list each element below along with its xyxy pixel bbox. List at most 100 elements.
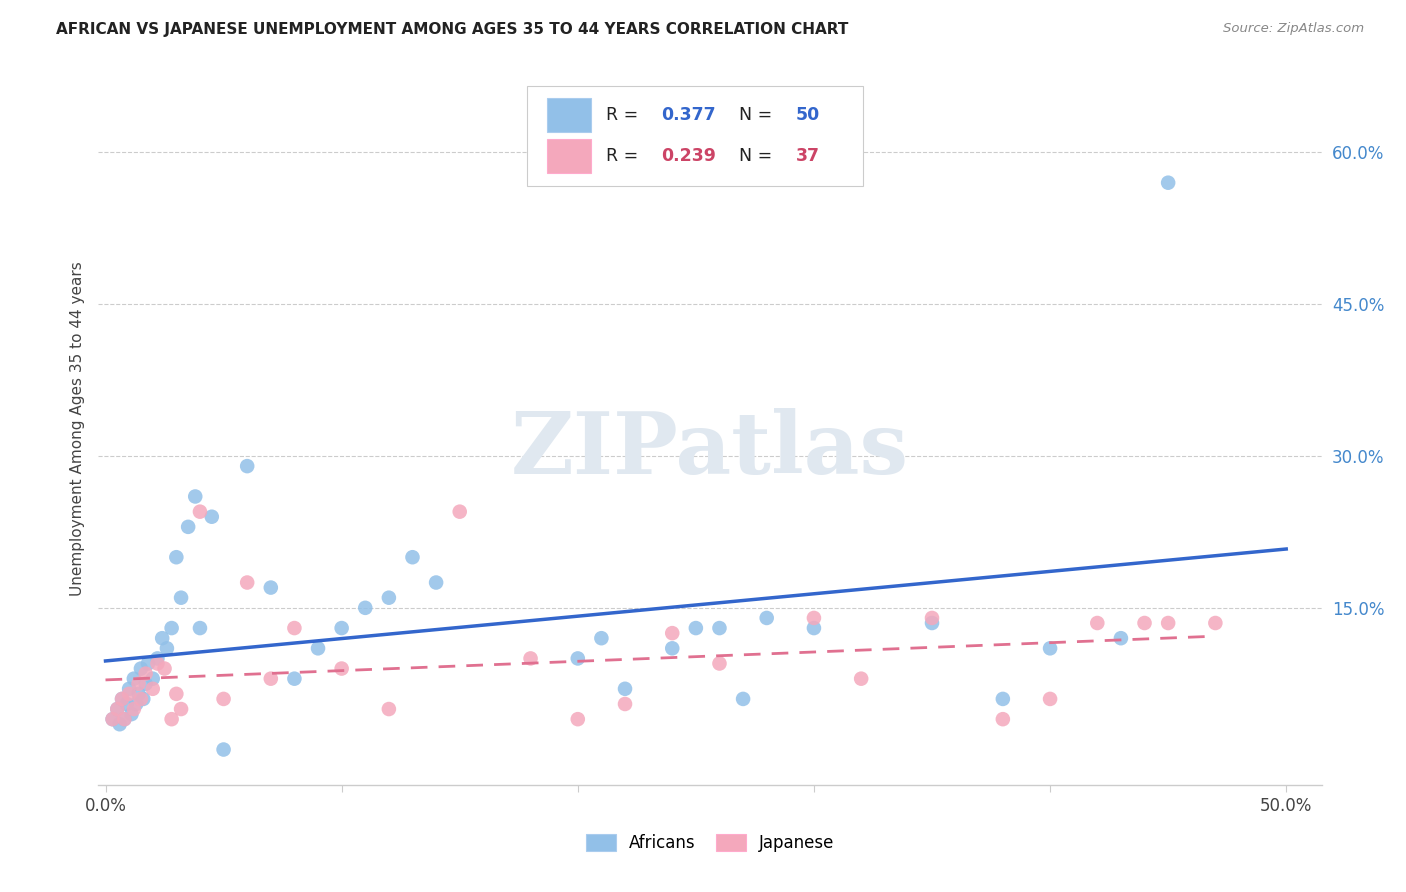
Point	[260, 581, 283, 595]
Point	[1039, 641, 1062, 656]
Point	[1109, 631, 1132, 645]
Point	[184, 490, 207, 504]
Point	[125, 697, 148, 711]
Point	[136, 657, 159, 671]
Y-axis label: Unemployment Among Ages 35 to 44 years: Unemployment Among Ages 35 to 44 years	[69, 260, 84, 596]
Point	[212, 742, 235, 756]
Text: 37: 37	[796, 147, 820, 165]
Point	[236, 575, 259, 590]
Legend: Africans, Japanese: Africans, Japanese	[579, 827, 841, 859]
Point	[128, 677, 150, 691]
Point	[803, 611, 825, 625]
Point	[755, 611, 778, 625]
Point	[201, 509, 224, 524]
Point	[1157, 176, 1180, 190]
Point	[212, 692, 235, 706]
Point	[1157, 615, 1180, 630]
Point	[156, 641, 179, 656]
Point	[101, 712, 124, 726]
Point	[129, 662, 152, 676]
Point	[188, 621, 211, 635]
Point	[614, 697, 637, 711]
Point	[170, 702, 193, 716]
Point	[661, 641, 683, 656]
Text: N =: N =	[728, 106, 778, 124]
Point	[378, 702, 401, 716]
Point	[425, 575, 447, 590]
Point	[105, 702, 128, 716]
Point	[129, 692, 152, 706]
Point	[105, 702, 128, 716]
Bar	[547, 139, 592, 173]
Text: R =: R =	[606, 106, 644, 124]
Point	[803, 621, 825, 635]
Point	[142, 681, 165, 696]
Point	[991, 712, 1014, 726]
Point	[307, 641, 329, 656]
Point	[661, 626, 683, 640]
Point	[354, 600, 377, 615]
Point	[111, 692, 134, 706]
Point	[1085, 615, 1108, 630]
Point	[330, 662, 353, 676]
Point	[567, 651, 589, 665]
Point	[849, 672, 872, 686]
Point	[685, 621, 707, 635]
Point	[115, 697, 138, 711]
Point	[188, 505, 211, 519]
Point	[1039, 692, 1062, 706]
Point	[170, 591, 193, 605]
Bar	[547, 98, 592, 132]
Point	[160, 712, 183, 726]
Point	[122, 702, 145, 716]
Point	[283, 672, 305, 686]
Text: Source: ZipAtlas.com: Source: ZipAtlas.com	[1223, 22, 1364, 36]
Point	[330, 621, 353, 635]
Text: R =: R =	[606, 147, 644, 165]
Point	[146, 657, 169, 671]
Point	[567, 712, 589, 726]
Point	[177, 520, 200, 534]
Point	[449, 505, 471, 519]
Point	[142, 672, 165, 686]
Point	[921, 611, 943, 625]
Point	[519, 651, 541, 665]
Point	[121, 707, 143, 722]
Text: 0.377: 0.377	[661, 106, 716, 124]
Point	[150, 631, 173, 645]
Point	[111, 692, 134, 706]
Point	[991, 692, 1014, 706]
Point	[146, 651, 169, 665]
Point	[165, 687, 187, 701]
Text: AFRICAN VS JAPANESE UNEMPLOYMENT AMONG AGES 35 TO 44 YEARS CORRELATION CHART: AFRICAN VS JAPANESE UNEMPLOYMENT AMONG A…	[56, 22, 849, 37]
Text: 0.239: 0.239	[661, 147, 716, 165]
Point	[591, 631, 613, 645]
Point	[160, 621, 183, 635]
Point	[165, 550, 187, 565]
Point	[153, 662, 176, 676]
Point	[401, 550, 423, 565]
Point	[260, 672, 283, 686]
Point	[108, 717, 131, 731]
Point	[135, 677, 157, 691]
Point	[122, 672, 145, 686]
Point	[132, 692, 155, 706]
Point	[118, 681, 141, 696]
Text: 50: 50	[796, 106, 820, 124]
Point	[128, 687, 150, 701]
Point	[135, 666, 157, 681]
Point	[733, 692, 755, 706]
Point	[709, 621, 731, 635]
Text: ZIPatlas: ZIPatlas	[510, 408, 910, 491]
Point	[1133, 615, 1156, 630]
Point	[112, 712, 135, 726]
Point	[283, 621, 305, 635]
Point	[1204, 615, 1226, 630]
Point	[921, 615, 943, 630]
Point	[378, 591, 401, 605]
Point	[614, 681, 637, 696]
Point	[101, 712, 124, 726]
FancyBboxPatch shape	[526, 86, 863, 186]
Point	[118, 687, 141, 701]
Text: N =: N =	[728, 147, 778, 165]
